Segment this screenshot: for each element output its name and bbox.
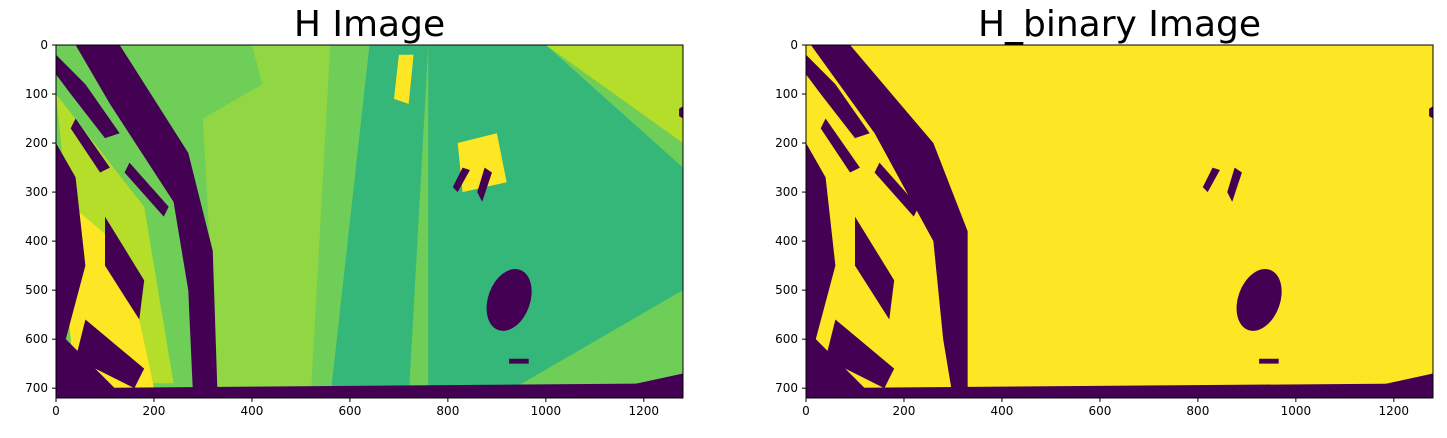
h-binary-image-panel: H_binary Image 0 200 400 600 800 1000 1200 0 100… (750, 0, 1447, 438)
y-tick-label: 400 (775, 234, 798, 248)
x-tick-label: 600 (338, 404, 361, 418)
dark-blob (1429, 106, 1433, 119)
y-tick-label: 300 (775, 185, 798, 199)
dark-blob (486, 269, 532, 331)
dark-region-left (806, 143, 870, 398)
y-tick-label: 500 (775, 283, 798, 297)
dark-blob (1236, 269, 1282, 331)
bottom-band (56, 383, 683, 398)
axes-frame (55, 44, 684, 399)
x-tick-label: 0 (52, 404, 60, 418)
y-tick-label: 700 (775, 381, 798, 395)
dark-blob (477, 167, 492, 202)
x-tick-label: 1000 (531, 404, 562, 418)
dark-streak (854, 216, 895, 320)
x-tick-label: 1200 (1379, 404, 1410, 418)
bottom-right-wedge (1320, 373, 1433, 398)
y-tick-label: 200 (25, 136, 48, 150)
y-tick-label: 0 (40, 38, 48, 52)
x-tick-label: 0 (802, 404, 810, 418)
x-tick-label: 1000 (1281, 404, 1312, 418)
y-tick-label: 600 (775, 332, 798, 346)
streak-area (393, 54, 414, 104)
dark-streak (104, 216, 145, 320)
streak-area (457, 133, 507, 193)
x-tick-label: 200 (143, 404, 166, 418)
dark-streak (874, 162, 919, 217)
h-image-panel: H Image 0 200 400 600 800 1000 1200 0 100 200 300 4… (0, 0, 700, 438)
h-image-title: H Image (293, 4, 446, 45)
dark-streak (806, 54, 870, 139)
y-tick-label: 400 (25, 234, 48, 248)
image-area (806, 45, 1433, 398)
y-tick-label: 600 (25, 332, 48, 346)
axes-frame (805, 44, 1434, 399)
dark-streak (75, 319, 145, 389)
h-image-plot: 0 200 400 600 800 1000 1200 0 100 200 300 400 500 600… (25, 38, 684, 418)
lane-line (75, 45, 218, 398)
image-area (56, 45, 683, 398)
bottom-band (806, 383, 1433, 398)
dark-blob (679, 106, 683, 119)
bottom-right-wedge (570, 373, 683, 398)
x-tick-label: 400 (990, 404, 1013, 418)
x-tick-label: 800 (436, 404, 459, 418)
y-tick-label: 500 (25, 283, 48, 297)
y-tick-label: 100 (775, 87, 798, 101)
x-tick-label: 400 (240, 404, 263, 418)
dark-region-left (56, 143, 120, 398)
x-tick-label: 200 (893, 404, 916, 418)
texture-patch (330, 45, 429, 398)
dark-blob (452, 167, 470, 193)
dark-streak (825, 319, 895, 389)
h-binary-image-plot: 0 200 400 600 800 1000 1200 0 100 200 300 400 500 600… (775, 38, 1434, 418)
h-binary-image-title: H_binary Image (977, 4, 1262, 45)
dark-streak (124, 162, 169, 217)
dark-streak (820, 118, 860, 173)
texture-patch (545, 45, 683, 144)
y-tick-label: 700 (25, 381, 48, 395)
x-tick-label: 800 (1186, 404, 1209, 418)
dark-blob (1259, 358, 1279, 364)
dark-streak (70, 118, 110, 173)
y-tick-label: 100 (25, 87, 48, 101)
y-tick-label: 0 (790, 38, 798, 52)
texture-patch (251, 45, 331, 193)
dark-blob (509, 358, 529, 364)
lane-line (810, 45, 968, 398)
dark-blob (1202, 167, 1220, 193)
y-tick-label: 200 (775, 136, 798, 150)
dark-blob (1227, 167, 1242, 202)
image-background (806, 45, 1433, 398)
x-tick-label: 600 (1088, 404, 1111, 418)
x-tick-label: 1200 (629, 404, 660, 418)
dark-streak (56, 54, 120, 139)
y-tick-label: 300 (25, 185, 48, 199)
